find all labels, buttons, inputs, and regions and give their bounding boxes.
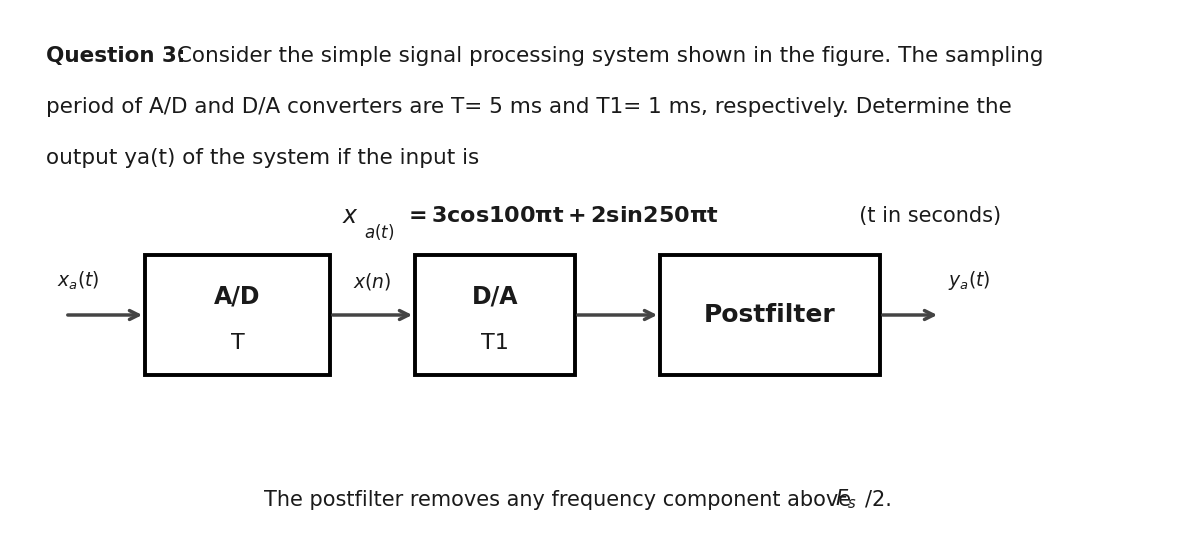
- Text: /2.: /2.: [865, 489, 892, 510]
- Bar: [660, 255, 880, 375]
- Text: $\mathit{F_s}$: $\mathit{F_s}$: [835, 488, 857, 511]
- Text: period of A/D and D/A converters are T= 5 ms and T1= 1 ms, respectively. Determi: period of A/D and D/A converters are T= …: [46, 97, 1012, 117]
- Text: $\mathit{x(n)}$: $\mathit{x(n)}$: [353, 271, 391, 292]
- Text: T1: T1: [481, 333, 509, 353]
- Text: output ya(t) of the system if the input is: output ya(t) of the system if the input …: [46, 148, 479, 168]
- Text: D/A: D/A: [472, 285, 518, 309]
- Bar: [415, 255, 575, 375]
- Text: A/D: A/D: [215, 285, 260, 309]
- Text: Postfilter: Postfilter: [704, 303, 836, 327]
- Text: (t in seconds): (t in seconds): [846, 206, 1001, 226]
- Text: $\mathbf{= 3cos100\pi t + 2sin250\pi t}$: $\mathbf{= 3cos100\pi t + 2sin250\pi t}$: [404, 206, 719, 226]
- Text: Question 3:: Question 3:: [46, 46, 185, 66]
- Text: $\mathit{x}$: $\mathit{x}$: [342, 204, 359, 228]
- Text: $\mathit{a(t)}$: $\mathit{a(t)}$: [364, 222, 394, 242]
- Text: T: T: [230, 333, 245, 353]
- Text: $\mathit{y}_a\mathit{(t)}$: $\mathit{y}_a\mathit{(t)}$: [948, 269, 990, 292]
- Text: Consider the simple signal processing system shown in the figure. The sampling: Consider the simple signal processing sy…: [170, 46, 1044, 66]
- Text: The postfilter removes any frequency component above: The postfilter removes any frequency com…: [264, 489, 864, 510]
- Bar: [145, 255, 330, 375]
- Text: $\mathit{x}_a\mathit{(t)}$: $\mathit{x}_a\mathit{(t)}$: [58, 269, 100, 292]
